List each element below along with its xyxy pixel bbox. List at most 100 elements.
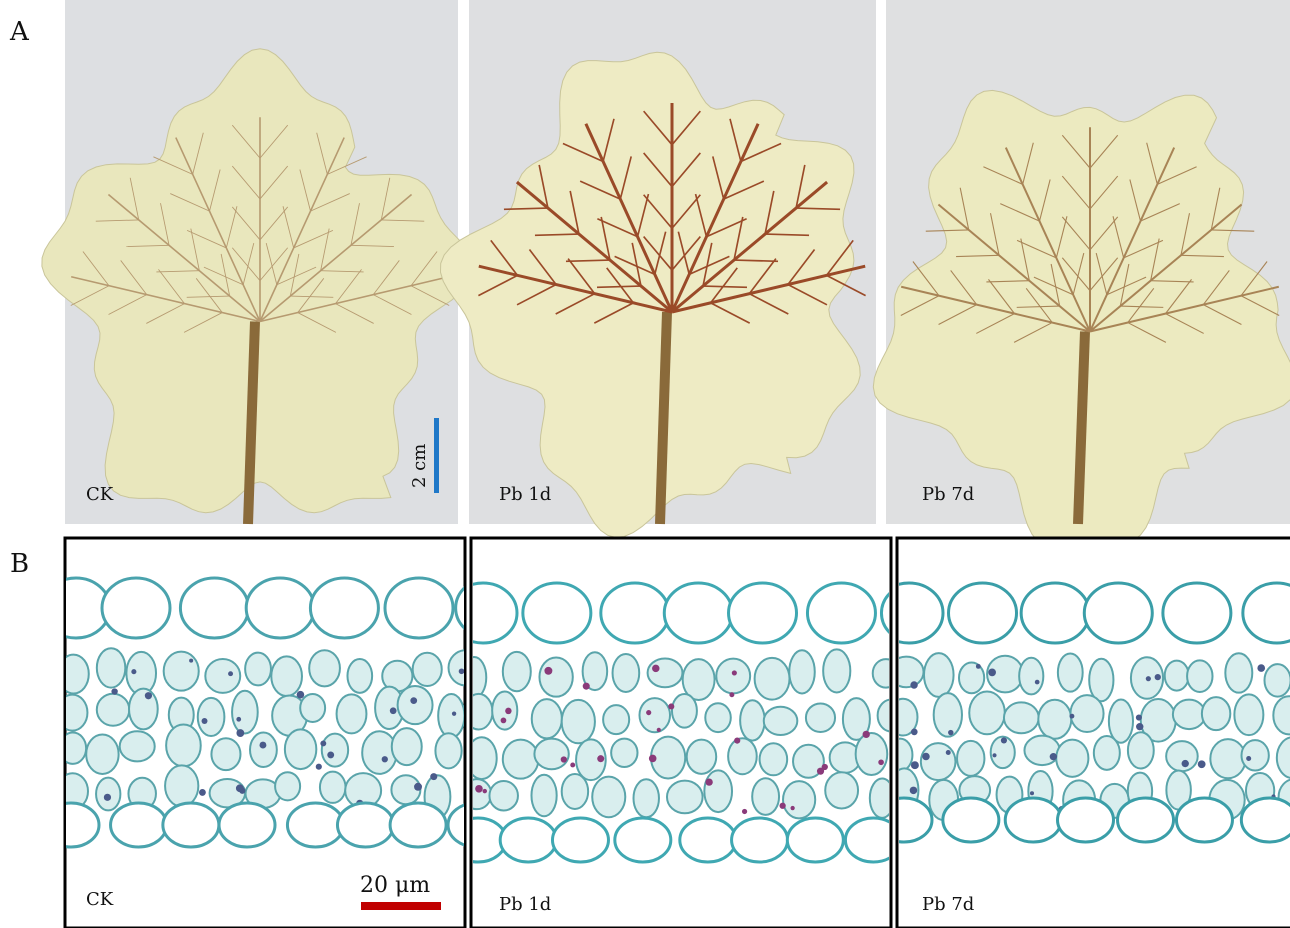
nucleus <box>1001 737 1007 743</box>
mesophyll-cell <box>1264 664 1290 696</box>
mesophyll-cell <box>1187 660 1212 692</box>
nucleus <box>459 668 465 674</box>
caption: Pb 7d <box>922 484 974 505</box>
mesophyll-cell <box>603 705 629 734</box>
nucleus <box>1257 664 1265 672</box>
mesophyll-cell <box>957 741 984 776</box>
mesophyll-cell <box>648 658 683 687</box>
mesophyll-cell <box>198 698 225 736</box>
mesophyll-cell <box>1070 695 1103 732</box>
section-panels <box>42 538 1290 928</box>
tissue <box>875 583 1290 842</box>
mesophyll-cell <box>592 777 625 818</box>
nucleus <box>410 697 417 704</box>
epidermis-cell <box>601 583 669 643</box>
nucleus <box>1182 760 1189 767</box>
nucleus <box>668 703 674 709</box>
scale-bar <box>434 418 439 493</box>
mesophyll-cell <box>271 656 302 696</box>
mesophyll-cell <box>1128 732 1154 768</box>
mesophyll-cell <box>1058 653 1083 691</box>
petiole <box>248 322 255 525</box>
mesophyll-cell <box>1210 739 1245 778</box>
mesophyll-cell <box>97 694 129 726</box>
nucleus <box>911 761 919 769</box>
mesophyll-cell <box>1038 700 1071 739</box>
epidermis-cell <box>615 818 671 862</box>
mesophyll-cell <box>489 781 518 810</box>
nucleus <box>452 712 456 716</box>
nucleus <box>316 764 322 770</box>
nucleus <box>1035 680 1040 685</box>
mesophyll-cell <box>166 725 201 767</box>
petiole <box>660 312 667 524</box>
epidermis-cell <box>337 803 393 847</box>
epidermis-cell <box>949 583 1017 643</box>
epidermis-cell <box>787 818 843 862</box>
epidermis-cell <box>732 818 788 862</box>
mesophyll-cell <box>1019 658 1043 695</box>
nucleus <box>657 728 661 732</box>
mesophyll-cell <box>1094 736 1120 770</box>
mesophyll-cell <box>667 781 703 814</box>
nucleus <box>597 755 604 762</box>
mesophyll-cell <box>1004 702 1039 733</box>
scale-label: 2 cm <box>409 444 430 488</box>
nucleus <box>992 753 996 757</box>
panel-label: A <box>9 17 30 47</box>
nucleus <box>236 729 244 737</box>
epidermis-cell <box>729 583 797 643</box>
leaf-panels <box>42 0 1290 548</box>
mesophyll-cell <box>1173 700 1205 729</box>
mesophyll-cell <box>921 743 956 780</box>
nucleus <box>649 755 657 763</box>
nucleus <box>863 731 870 738</box>
epidermis-cell <box>163 803 219 847</box>
nucleus <box>475 785 483 793</box>
mesophyll-cell <box>285 729 316 769</box>
epidermis-cell <box>1021 583 1089 643</box>
mesophyll-cell <box>969 691 1005 734</box>
nucleus <box>948 730 953 735</box>
nucleus <box>910 787 917 794</box>
nucleus <box>131 669 136 674</box>
mesophyll-cell <box>825 772 858 808</box>
panel-label: B <box>10 549 29 579</box>
nucleus <box>382 756 388 762</box>
nucleus <box>729 692 734 697</box>
mesophyll-cell <box>1225 653 1252 692</box>
mesophyll-cell <box>562 774 588 809</box>
nucleus <box>189 659 193 663</box>
epidermis-cell <box>1241 798 1290 842</box>
nucleus <box>202 718 208 724</box>
epidermis-cell <box>180 578 248 638</box>
mesophyll-cell <box>639 698 670 732</box>
nucleus <box>236 717 241 722</box>
nucleus <box>104 794 111 801</box>
scale-label: 20 μm <box>360 873 430 898</box>
nucleus <box>734 738 740 744</box>
mesophyll-cell <box>97 648 125 687</box>
nucleus <box>320 740 326 746</box>
mesophyll-cell <box>534 739 568 770</box>
mesophyll-cell <box>1242 740 1269 770</box>
nucleus <box>910 681 917 688</box>
mesophyll-cell <box>1056 740 1088 777</box>
nucleus <box>646 710 651 715</box>
epidermis-cell <box>1118 798 1174 842</box>
nucleus <box>732 670 737 675</box>
mesophyll-cell <box>503 652 531 691</box>
epidermis-cell <box>500 818 556 862</box>
mesophyll-cell <box>120 731 155 761</box>
epidermis-cell <box>246 578 314 638</box>
nucleus <box>705 778 712 785</box>
mesophyll-cell <box>398 686 433 724</box>
mesophyll-cell <box>1089 659 1113 702</box>
mesophyll-cell <box>924 653 954 697</box>
mesophyll-cell <box>492 691 517 729</box>
caption: Pb 1d <box>499 894 551 915</box>
mesophyll-cell <box>611 739 637 767</box>
mesophyll-cell <box>562 700 595 743</box>
nucleus <box>1198 760 1206 768</box>
mesophyll-cell <box>250 733 277 767</box>
